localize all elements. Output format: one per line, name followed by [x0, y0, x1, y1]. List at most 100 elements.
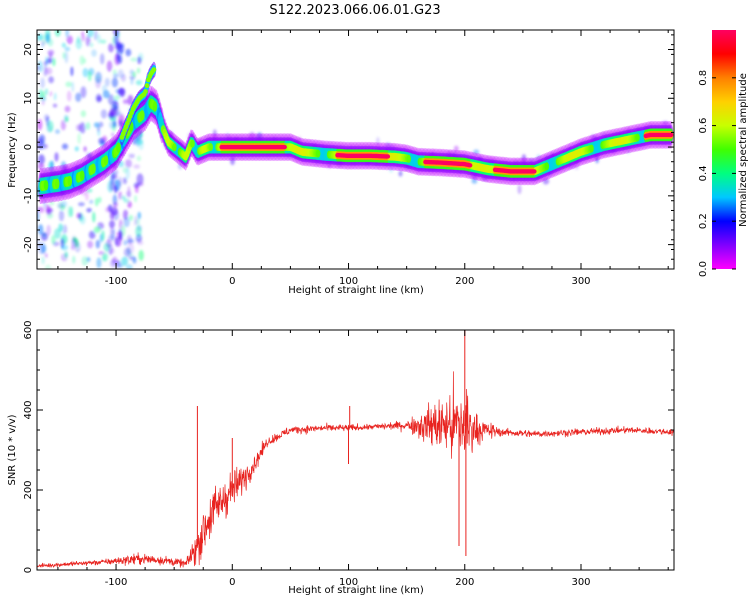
noise-speck — [137, 211, 142, 220]
noise-speck — [64, 116, 69, 123]
noise-speck — [529, 158, 534, 165]
noise-speck — [133, 164, 140, 169]
noise-speck — [489, 157, 496, 164]
noise-speck — [127, 242, 134, 255]
noise-speck — [47, 207, 52, 216]
colorbar: 0.0 0.2 0.4 0.6 0.8 Normalized spectral ampl… — [698, 30, 749, 277]
noise-speck — [117, 160, 125, 168]
noise-speck — [114, 185, 118, 194]
x-tick-label: 0 — [229, 276, 235, 287]
noise-speck — [117, 69, 124, 78]
y-tick-label: 10 — [23, 92, 34, 105]
noise-speck — [98, 137, 105, 145]
noise-speck — [81, 256, 89, 266]
noise-speck — [37, 224, 44, 235]
x-tick-label: 0 — [229, 577, 235, 588]
noise-speck — [85, 35, 91, 47]
noise-speck — [119, 43, 125, 48]
noise-speck — [75, 165, 79, 171]
noise-speck — [125, 190, 132, 198]
noise-speck — [126, 235, 132, 244]
noise-speck — [471, 178, 478, 184]
noise-speck — [79, 55, 85, 66]
noise-speck — [66, 90, 72, 102]
noise-speck — [55, 129, 60, 135]
noise-speck — [104, 172, 109, 177]
x-tick-label: 100 — [339, 577, 358, 588]
noise-speck — [48, 76, 54, 84]
noise-speck — [123, 217, 130, 228]
noise-speck — [37, 163, 45, 170]
noise-speck — [38, 134, 46, 144]
noise-speck — [64, 46, 71, 52]
noise-speck — [113, 33, 120, 46]
noise-speck — [38, 207, 45, 213]
noise-speck — [212, 129, 217, 142]
colorbar-ramp — [712, 30, 736, 269]
x-tick-label: 100 — [339, 276, 358, 287]
noise-speck — [248, 131, 256, 143]
snr-ylabel: SNR (10 * v/v) — [7, 414, 18, 485]
noise-speck — [71, 81, 75, 93]
noise-speck — [125, 167, 131, 180]
noise-speck — [46, 224, 51, 236]
noise-speck — [42, 95, 47, 102]
noise-speck — [61, 143, 69, 150]
noise-speck — [117, 54, 123, 64]
ridge-cell — [103, 155, 109, 166]
noise-speck — [67, 205, 71, 218]
noise-speck — [106, 60, 113, 72]
noise-speck — [137, 52, 144, 62]
noise-speck — [536, 154, 542, 163]
noise-speck — [135, 225, 142, 237]
noise-speck — [138, 129, 143, 138]
noise-speck — [89, 42, 94, 48]
noise-speck — [111, 131, 115, 138]
ridge-cell — [152, 101, 158, 112]
noise-speck — [123, 240, 128, 246]
noise-speck — [111, 163, 119, 169]
noise-speck — [542, 177, 550, 185]
noise-speck — [121, 256, 128, 266]
noise-speck — [123, 198, 130, 204]
noise-speck — [52, 57, 56, 67]
branch-cell — [151, 67, 157, 73]
noise-speck — [45, 56, 49, 67]
ridge-cell — [190, 139, 195, 148]
noise-speck — [473, 149, 480, 155]
noise-speck — [107, 180, 114, 193]
noise-speck — [130, 57, 138, 62]
noise-speck — [481, 176, 489, 181]
noise-speck — [65, 81, 73, 88]
noise-speck — [38, 154, 45, 165]
noise-speck — [48, 91, 53, 97]
noise-speck — [74, 146, 79, 152]
noise-speck — [136, 138, 143, 145]
noise-speck — [601, 132, 608, 137]
noise-speck — [118, 191, 123, 200]
noise-speck — [99, 53, 105, 65]
noise-speck — [58, 223, 63, 232]
ridge-cell — [282, 144, 287, 150]
noise-speck — [65, 30, 69, 38]
noise-speck — [93, 226, 101, 233]
noise-speck — [99, 233, 103, 243]
branch-cell — [144, 83, 150, 89]
noise-speck — [42, 168, 48, 174]
noise-speck — [109, 220, 115, 229]
noise-speck — [376, 136, 380, 147]
ridge-cell — [140, 110, 145, 121]
noise-speck — [119, 119, 123, 128]
snr-xlabel: Height of straight line (km) — [288, 585, 424, 596]
noise-speck — [87, 240, 94, 249]
noise-speck — [104, 77, 110, 87]
noise-speck — [662, 120, 669, 126]
ridge-cell — [43, 180, 49, 191]
snr-frame — [36, 329, 675, 571]
noise-speck — [45, 67, 53, 75]
noise-speck — [121, 195, 126, 200]
noise-speck — [108, 121, 116, 129]
noise-speck — [58, 209, 65, 222]
